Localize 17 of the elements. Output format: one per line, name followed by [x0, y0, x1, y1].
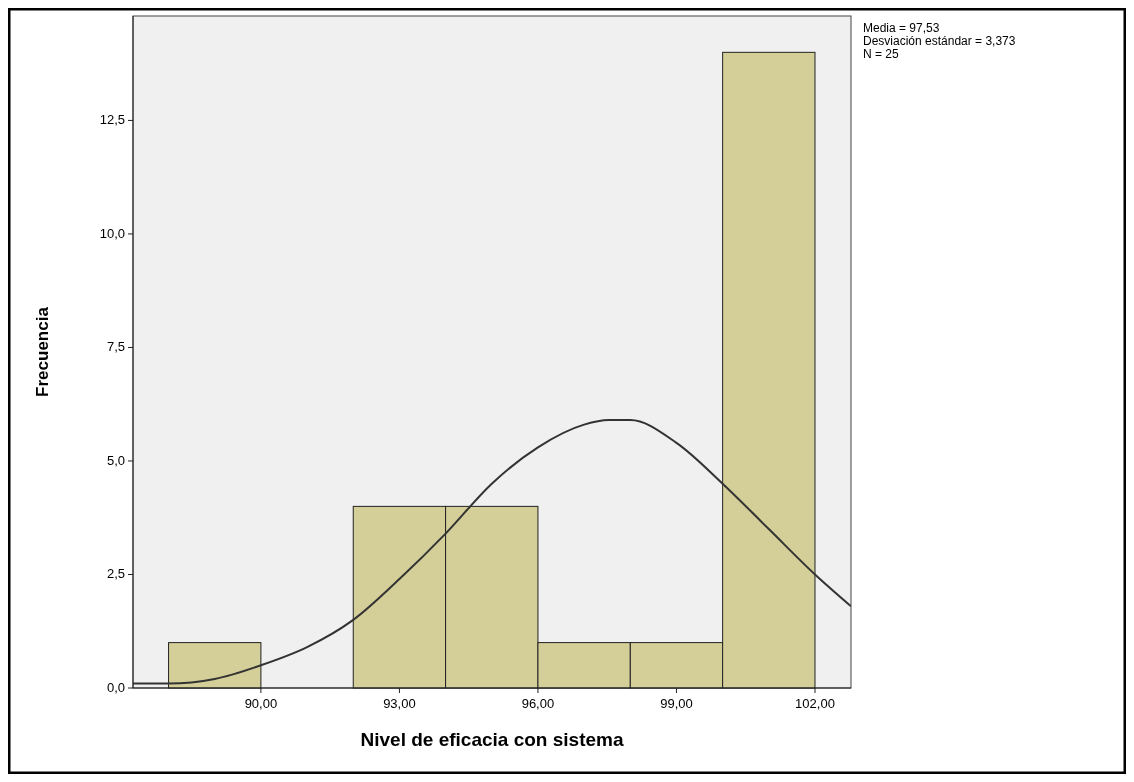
y-axis-title: Frecuencia	[33, 306, 52, 397]
x-tick-label: 90,00	[244, 696, 278, 711]
text: N = 25	[863, 47, 900, 61]
y-tick-label: 12,5	[99, 112, 125, 128]
x-tick-label: 93,00	[383, 696, 416, 711]
y-tick-label: 2,5	[106, 566, 125, 582]
y-tick-label: 7,5	[106, 339, 125, 355]
text: Media = 97,53	[863, 21, 940, 35]
x-axis-title: Nivel de eficacia con sistema	[360, 729, 624, 750]
y-tick-label: 5,0	[106, 452, 125, 468]
y-tick-label: 0,0	[106, 680, 125, 695]
y-tick-label: 10,0	[99, 225, 125, 241]
x-tick-label: 96,00	[521, 696, 555, 711]
line-series	[133, 419, 851, 685]
text: Desviación estándar = 3,373	[863, 34, 1016, 48]
x-tick-label: 99,00	[660, 696, 693, 711]
x-tick-label: 102,00	[795, 696, 835, 711]
